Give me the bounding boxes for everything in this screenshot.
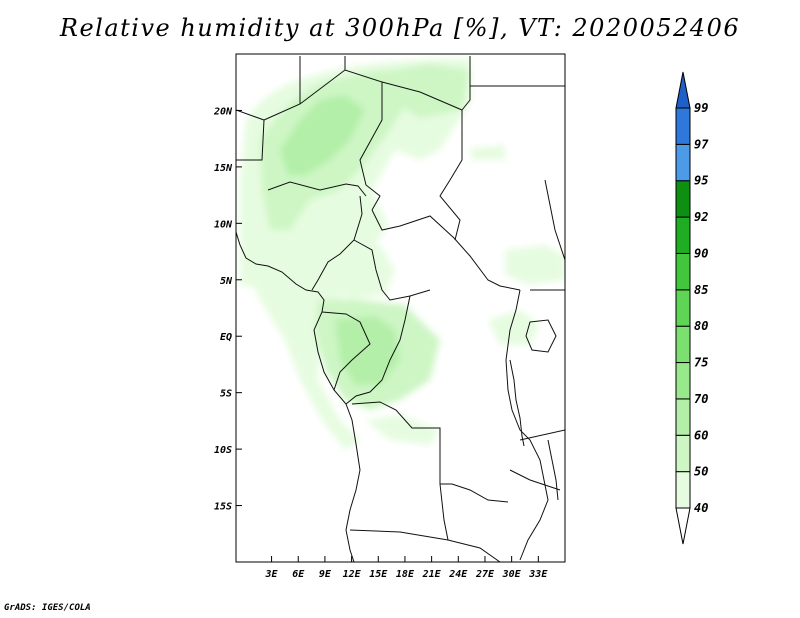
colorbar-bin [675, 143, 691, 182]
border-east-africa [461, 56, 565, 491]
coastline-west [236, 231, 361, 562]
colorbar: 40 50 60 70 75 80 85 90 92 95 97 99 [675, 71, 709, 545]
lon-tick-label: 24E [448, 569, 468, 580]
humidity-area-congo-core [335, 316, 400, 385]
border-angola-south [349, 529, 501, 562]
colorbar-bin [675, 180, 691, 218]
colorbar-label: 50 [694, 465, 708, 479]
lat-tick-label: 15S [214, 502, 232, 513]
lon-tick-label: 15E [369, 569, 388, 580]
lon-tick-label: 21E [422, 569, 442, 580]
colorbar-label: 60 [694, 428, 708, 442]
colorbar-lower-triangle [675, 507, 691, 545]
colorbar-bin [675, 289, 691, 327]
border-lake-tanganyika [509, 359, 525, 447]
lon-tick-label: 9E [319, 569, 332, 580]
lat-tick-label: 5N [220, 276, 233, 287]
border-gabon [321, 311, 371, 391]
colorbar-bin [675, 398, 691, 436]
colorbar-label: 85 [694, 283, 708, 297]
colorbar-label: 75 [694, 356, 708, 370]
lat-tick-label: 15N [214, 163, 233, 174]
border-nigeria-cameroon [311, 195, 363, 291]
lat-tick-label: 5S [220, 389, 232, 400]
lat-tick-label: 20N [213, 106, 233, 117]
colorbar-bin [675, 434, 691, 473]
humidity-area-east-lakes [488, 310, 540, 345]
border-zambia [439, 483, 449, 541]
humidity-area-core-north [280, 95, 365, 175]
colorbar-label: 40 [694, 501, 708, 515]
humidity-area-patch-2 [365, 415, 440, 445]
colorbar-label: 70 [694, 392, 708, 406]
lon-tick-label: 6E [292, 569, 305, 580]
humidity-area-north-east [378, 64, 470, 118]
border-chad-sudan [381, 81, 463, 241]
border-drc-angola [351, 401, 509, 503]
border-car [371, 209, 521, 291]
border-niger-nigeria [267, 181, 367, 197]
colorbar-label: 92 [694, 210, 708, 224]
border-lake-malawi [547, 439, 559, 501]
lon-tick-label: 3E [265, 569, 279, 580]
lon-tick-label: 33E [528, 569, 548, 580]
humidity-area-east [505, 245, 565, 285]
lat-tick-label: 10S [214, 445, 232, 456]
border-congo-drc [345, 295, 411, 405]
country-borders [236, 56, 565, 562]
latitude-axis: 20N 15N 10N 5N EQ 5S 10S 15S [213, 106, 242, 513]
colorbar-bin [675, 471, 691, 509]
map-panel [236, 56, 565, 562]
colorbar-label: 99 [694, 101, 708, 115]
border-sahara-north [236, 56, 346, 121]
colorbar-label: 90 [694, 246, 708, 260]
lat-tick-label: 10N [214, 219, 233, 230]
humidity-shading [240, 58, 565, 450]
lon-tick-label: 18E [396, 569, 415, 580]
colorbar-label: 95 [694, 174, 708, 188]
credit-label: GrADS: IGES/COLA [4, 603, 91, 613]
colorbar-bin [675, 362, 691, 400]
lat-tick-label: EQ [220, 332, 232, 343]
lon-tick-label: 12E [343, 569, 362, 580]
lon-tick-label: 30E [502, 569, 522, 580]
humidity-area-central [325, 240, 395, 300]
colorbar-bin [675, 325, 691, 364]
colorbar-bin [675, 252, 691, 291]
border-east-drc [505, 289, 549, 561]
humidity-area-patch-1 [470, 145, 505, 160]
border-lake-victoria [525, 319, 557, 353]
chart-title: Relative humidity at 300hPa [%], VT: 202… [59, 14, 741, 42]
colorbar-bin [675, 216, 691, 254]
colorbar-upper-triangle [675, 71, 691, 109]
colorbar-bin [675, 107, 691, 145]
lon-tick-label: 27E [475, 569, 495, 580]
longitude-axis: 3E 6E 9E 12E 15E 18E 21E 24E 27E 30E 33E [265, 556, 548, 580]
colorbar-label: 80 [694, 319, 708, 333]
map-frame [235, 53, 566, 563]
colorbar-label: 97 [694, 137, 709, 151]
